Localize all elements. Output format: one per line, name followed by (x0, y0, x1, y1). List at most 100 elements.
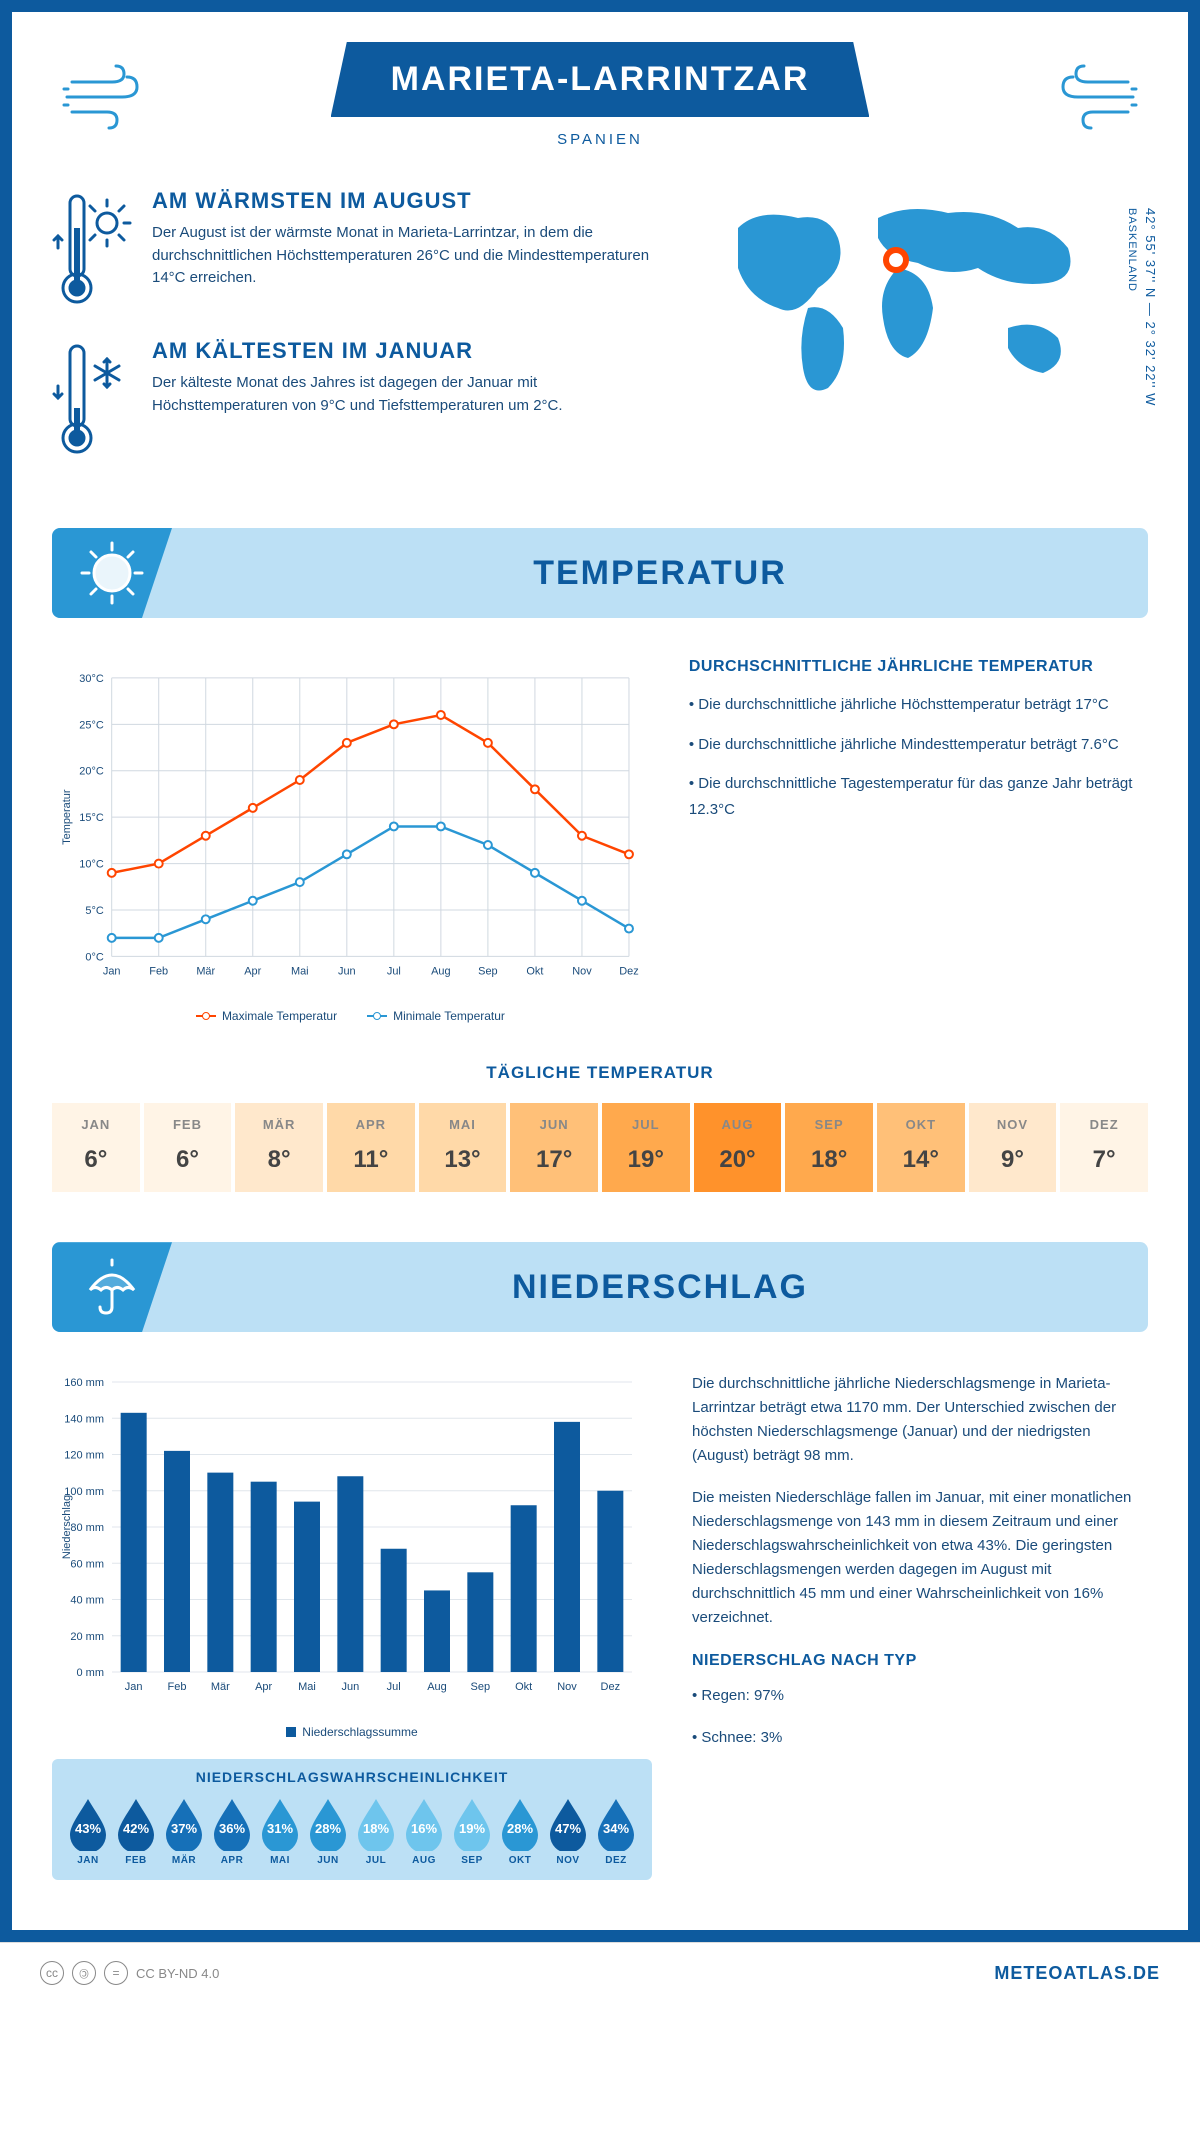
svg-text:10°C: 10°C (79, 859, 104, 871)
svg-text:40 mm: 40 mm (70, 1595, 104, 1607)
header: MARIETA-LARRINTZAR SPANIEN (52, 42, 1148, 148)
probability-drop: 31%MAI (258, 1795, 302, 1866)
svg-text:Okt: Okt (526, 965, 543, 977)
daily-temp-cell: JUN17° (510, 1103, 598, 1192)
svg-text:60 mm: 60 mm (70, 1558, 104, 1570)
region-label: BASKENLAND (1126, 208, 1138, 292)
precipitation-text: Die durchschnittliche jährliche Niedersc… (692, 1372, 1148, 1880)
page-subtitle: SPANIEN (52, 131, 1148, 148)
sun-icon (77, 538, 147, 608)
probability-drop: 36%APR (210, 1795, 254, 1866)
probability-drop: 19%SEP (450, 1795, 494, 1866)
warmest-heading: AM WÄRMSTEN IM AUGUST (152, 188, 668, 214)
daily-temp-cell: APR11° (327, 1103, 415, 1192)
precipitation-content: 0 mm20 mm40 mm60 mm80 mm100 mm120 mm140 … (52, 1372, 1148, 1880)
temp-bullet-0: • Die durchschnittliche jährliche Höchst… (689, 692, 1148, 718)
svg-text:Jul: Jul (387, 965, 401, 977)
sun-icon-block (52, 528, 172, 618)
svg-text:Apr: Apr (244, 965, 261, 977)
precipitation-title: NIEDERSCHLAG (172, 1268, 1148, 1307)
license-block: cc 🄯 = CC BY-ND 4.0 (40, 1961, 219, 1985)
main-frame: MARIETA-LARRINTZAR SPANIEN AM WÄRMSTEN I… (0, 0, 1200, 1942)
svg-text:Mär: Mär (211, 1681, 230, 1693)
warmest-text: Der August ist der wärmste Monat in Mari… (152, 222, 668, 290)
svg-text:Aug: Aug (431, 965, 450, 977)
temp-info-heading: DURCHSCHNITTLICHE JÄHRLICHE TEMPERATUR (689, 658, 1148, 676)
precip-p2: Die meisten Niederschläge fallen im Janu… (692, 1486, 1148, 1630)
svg-text:20 mm: 20 mm (70, 1631, 104, 1643)
probability-drop: 28%JUN (306, 1795, 350, 1866)
svg-text:160 mm: 160 mm (64, 1377, 104, 1389)
footer: cc 🄯 = CC BY-ND 4.0 METEOATLAS.DE (0, 1942, 1200, 2003)
probability-drop: 34%DEZ (594, 1795, 638, 1866)
svg-text:Jan: Jan (125, 1681, 143, 1693)
daily-temp-cell: JUL19° (602, 1103, 690, 1192)
svg-text:Feb: Feb (149, 965, 168, 977)
intro-text-column: AM WÄRMSTEN IM AUGUST Der August ist der… (52, 188, 668, 488)
svg-text:25°C: 25°C (79, 719, 104, 731)
temp-chart-legend: .legend-swatch[style*="ff4500"]::before{… (52, 1009, 649, 1023)
svg-text:Mär: Mär (196, 965, 215, 977)
daily-temp-cell: DEZ7° (1060, 1103, 1148, 1192)
page-title: MARIETA-LARRINTZAR (331, 42, 870, 117)
daily-temp-cell: SEP18° (785, 1103, 873, 1192)
temp-bullet-2: • Die durchschnittliche Tagestemperatur … (689, 771, 1148, 822)
svg-text:15°C: 15°C (79, 812, 104, 824)
temperature-content: 0°C5°C10°C15°C20°C25°C30°CJanFebMärAprMa… (52, 658, 1148, 1023)
temperature-info: DURCHSCHNITTLICHE JÄHRLICHE TEMPERATUR •… (689, 658, 1148, 1023)
wind-icon-right (1048, 62, 1138, 132)
umbrella-icon-block (52, 1242, 172, 1332)
probability-drop: 47%NOV (546, 1795, 590, 1866)
svg-text:Jun: Jun (338, 965, 356, 977)
probability-drop: 43%JAN (66, 1795, 110, 1866)
coldest-text: Der kälteste Monat des Jahres ist dagege… (152, 372, 668, 417)
svg-text:Dez: Dez (601, 1681, 621, 1693)
probability-drop: 28%OKT (498, 1795, 542, 1866)
precip-type-0: • Regen: 97% (692, 1684, 1148, 1708)
probability-drop: 42%FEB (114, 1795, 158, 1866)
intro-section: AM WÄRMSTEN IM AUGUST Der August ist der… (52, 188, 1148, 488)
coldest-heading: AM KÄLTESTEN IM JANUAR (152, 338, 668, 364)
daily-temp-cell: JAN6° (52, 1103, 140, 1192)
svg-text:0°C: 0°C (85, 951, 103, 963)
daily-temp-cell: FEB6° (144, 1103, 232, 1192)
svg-text:Jan: Jan (103, 965, 121, 977)
legend-max: Maximale Temperatur (222, 1009, 337, 1023)
precipitation-left-column: 0 mm20 mm40 mm60 mm80 mm100 mm120 mm140 … (52, 1372, 652, 1880)
svg-text:Sep: Sep (471, 1681, 491, 1693)
prob-title: NIEDERSCHLAGSWAHRSCHEINLICHKEIT (66, 1769, 638, 1785)
svg-text:Nov: Nov (572, 965, 592, 977)
svg-text:Feb: Feb (168, 1681, 187, 1693)
svg-text:30°C: 30°C (79, 673, 104, 685)
svg-text:Okt: Okt (515, 1681, 532, 1693)
svg-text:Aug: Aug (427, 1681, 447, 1693)
temperature-line-chart: 0°C5°C10°C15°C20°C25°C30°CJanFebMärAprMa… (52, 658, 649, 1023)
svg-text:Sep: Sep (478, 965, 497, 977)
svg-text:5°C: 5°C (85, 905, 103, 917)
svg-text:Jul: Jul (387, 1681, 401, 1693)
coordinates: 42° 55' 37'' N — 2° 32' 22'' W (1143, 208, 1158, 406)
precipitation-bar-chart: 0 mm20 mm40 mm60 mm80 mm100 mm120 mm140 … (52, 1372, 652, 1712)
by-icon: 🄯 (72, 1961, 96, 1985)
precipitation-probability-box: NIEDERSCHLAGSWAHRSCHEINLICHKEIT 43%JAN42… (52, 1759, 652, 1880)
world-map-icon (708, 188, 1108, 408)
svg-text:Nov: Nov (557, 1681, 577, 1693)
coldest-block: AM KÄLTESTEN IM JANUAR Der kälteste Mona… (52, 338, 668, 458)
map-column: BASKENLAND 42° 55' 37'' N — 2° 32' 22'' … (708, 188, 1148, 488)
svg-text:Apr: Apr (255, 1681, 272, 1693)
daily-temp-cell: NOV9° (969, 1103, 1057, 1192)
svg-text:Jun: Jun (341, 1681, 359, 1693)
daily-temp-cell: OKT14° (877, 1103, 965, 1192)
thermometer-cold-icon (52, 338, 132, 458)
warmest-block: AM WÄRMSTEN IM AUGUST Der August ist der… (52, 188, 668, 308)
daily-temp-cell: MAI13° (419, 1103, 507, 1192)
probability-drop: 18%JUL (354, 1795, 398, 1866)
daily-temp-cell: MÄR8° (235, 1103, 323, 1192)
precip-chart-legend: Niederschlagssumme (52, 1725, 652, 1739)
precip-p1: Die durchschnittliche jährliche Niedersc… (692, 1372, 1148, 1468)
precip-type-1: • Schnee: 3% (692, 1726, 1148, 1750)
svg-text:Temperatur: Temperatur (61, 789, 73, 845)
umbrella-icon (80, 1255, 145, 1320)
svg-text:Niederschlag: Niederschlag (61, 1495, 73, 1559)
svg-text:0 mm: 0 mm (77, 1667, 105, 1679)
